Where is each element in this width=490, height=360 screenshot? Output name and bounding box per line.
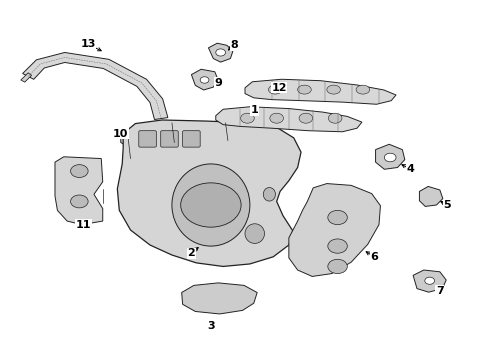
Circle shape	[71, 195, 88, 208]
FancyBboxPatch shape	[139, 131, 156, 147]
Text: 3: 3	[207, 321, 215, 332]
Text: 6: 6	[370, 252, 378, 262]
Circle shape	[384, 153, 396, 162]
Circle shape	[216, 49, 225, 56]
FancyBboxPatch shape	[183, 131, 200, 147]
Text: 5: 5	[443, 200, 451, 210]
Polygon shape	[216, 107, 362, 132]
Text: 2: 2	[188, 248, 196, 258]
Text: 7: 7	[436, 286, 444, 296]
Polygon shape	[192, 69, 218, 90]
Ellipse shape	[328, 113, 342, 123]
Text: 8: 8	[230, 40, 238, 50]
Circle shape	[425, 277, 435, 284]
Polygon shape	[419, 186, 443, 206]
Polygon shape	[413, 270, 446, 292]
Circle shape	[328, 259, 347, 274]
FancyBboxPatch shape	[161, 131, 178, 147]
Text: 11: 11	[75, 220, 91, 230]
Polygon shape	[208, 43, 233, 62]
Polygon shape	[121, 129, 149, 148]
Polygon shape	[245, 79, 396, 104]
Circle shape	[181, 183, 241, 227]
Polygon shape	[182, 283, 257, 314]
Polygon shape	[117, 120, 301, 266]
Circle shape	[328, 210, 347, 225]
Ellipse shape	[245, 224, 265, 243]
Circle shape	[71, 165, 88, 177]
Ellipse shape	[327, 85, 341, 94]
Circle shape	[130, 136, 138, 142]
Ellipse shape	[270, 113, 284, 123]
Polygon shape	[375, 144, 405, 169]
Text: 9: 9	[214, 78, 222, 88]
Text: 13: 13	[80, 39, 96, 49]
Ellipse shape	[172, 164, 250, 246]
Polygon shape	[23, 53, 168, 120]
Circle shape	[200, 77, 209, 83]
Circle shape	[328, 239, 347, 253]
Text: 10: 10	[113, 129, 128, 139]
Ellipse shape	[263, 188, 275, 201]
Ellipse shape	[241, 113, 254, 123]
Polygon shape	[55, 157, 103, 225]
Ellipse shape	[269, 85, 282, 94]
Text: 4: 4	[407, 164, 415, 174]
Ellipse shape	[297, 85, 311, 94]
Text: 1: 1	[251, 105, 259, 115]
Polygon shape	[21, 73, 31, 82]
Text: 12: 12	[271, 83, 287, 93]
Ellipse shape	[356, 85, 370, 94]
Ellipse shape	[299, 113, 313, 123]
Polygon shape	[289, 184, 380, 276]
